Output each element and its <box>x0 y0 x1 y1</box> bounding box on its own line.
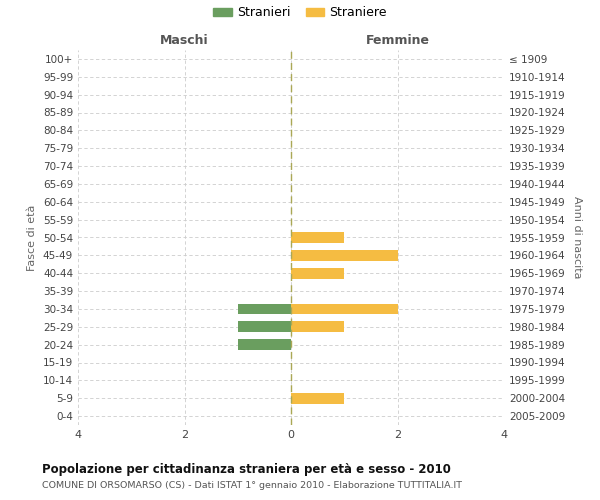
Bar <box>238 322 291 332</box>
Bar <box>238 304 291 314</box>
Y-axis label: Anni di nascita: Anni di nascita <box>572 196 582 279</box>
Text: COMUNE DI ORSOMARSO (CS) - Dati ISTAT 1° gennaio 2010 - Elaborazione TUTTITALIA.: COMUNE DI ORSOMARSO (CS) - Dati ISTAT 1°… <box>42 481 462 490</box>
Bar <box>291 268 344 278</box>
Legend: Stranieri, Straniere: Stranieri, Straniere <box>208 1 392 24</box>
Bar <box>291 393 344 404</box>
Bar <box>291 322 344 332</box>
Text: Maschi: Maschi <box>160 34 209 48</box>
Text: Femmine: Femmine <box>365 34 430 48</box>
Bar <box>291 232 344 243</box>
Bar <box>291 250 398 260</box>
Text: Popolazione per cittadinanza straniera per età e sesso - 2010: Popolazione per cittadinanza straniera p… <box>42 462 451 475</box>
Y-axis label: Fasce di età: Fasce di età <box>28 204 37 270</box>
Bar <box>238 340 291 350</box>
Bar <box>291 304 398 314</box>
